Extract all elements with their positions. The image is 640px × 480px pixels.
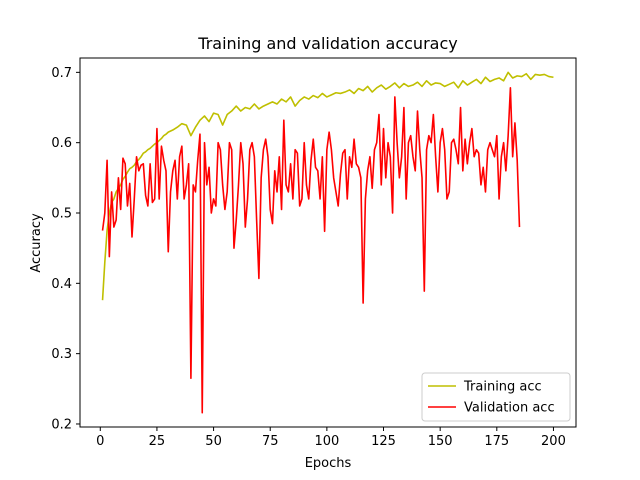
x-tick-label: 200 [541, 434, 566, 449]
legend-box [421, 372, 571, 422]
y-tick-label: 0.2 [51, 417, 72, 432]
x-tick-label: 175 [484, 434, 509, 449]
legend: Training acc Validation acc [421, 372, 571, 422]
legend-entry-label: Training acc [463, 380, 542, 395]
x-tick-label: 150 [428, 434, 453, 449]
y-tick-label: 0.3 [51, 347, 72, 362]
y-axis-label: Accuracy [29, 213, 44, 273]
y-tick-label: 0.4 [51, 277, 72, 292]
y-tick-label: 0.7 [51, 66, 72, 81]
x-tick-label: 25 [149, 434, 166, 449]
x-tick-label: 50 [205, 434, 222, 449]
x-axis-label: Epochs [305, 456, 352, 471]
y-tick-label: 0.5 [51, 206, 72, 221]
x-axis: 0 25 50 75 100 125 150 175 200 [96, 427, 566, 449]
series-line-training-acc [101, 71, 554, 301]
chart-title: Training and validation accuracy [197, 34, 457, 53]
x-tick-label: 0 [96, 434, 104, 449]
series-layer [101, 71, 554, 414]
x-tick-label: 125 [371, 434, 396, 449]
y-axis: 0.2 0.3 0.4 0.5 0.6 0.7 [51, 66, 80, 432]
y-tick-label: 0.6 [51, 136, 72, 151]
plot-frame [79, 57, 577, 428]
series-line-validation-acc [101, 87, 521, 414]
x-tick-label: 100 [314, 434, 339, 449]
x-tick-label: 75 [262, 434, 279, 449]
legend-entry-label: Validation acc [464, 401, 555, 416]
